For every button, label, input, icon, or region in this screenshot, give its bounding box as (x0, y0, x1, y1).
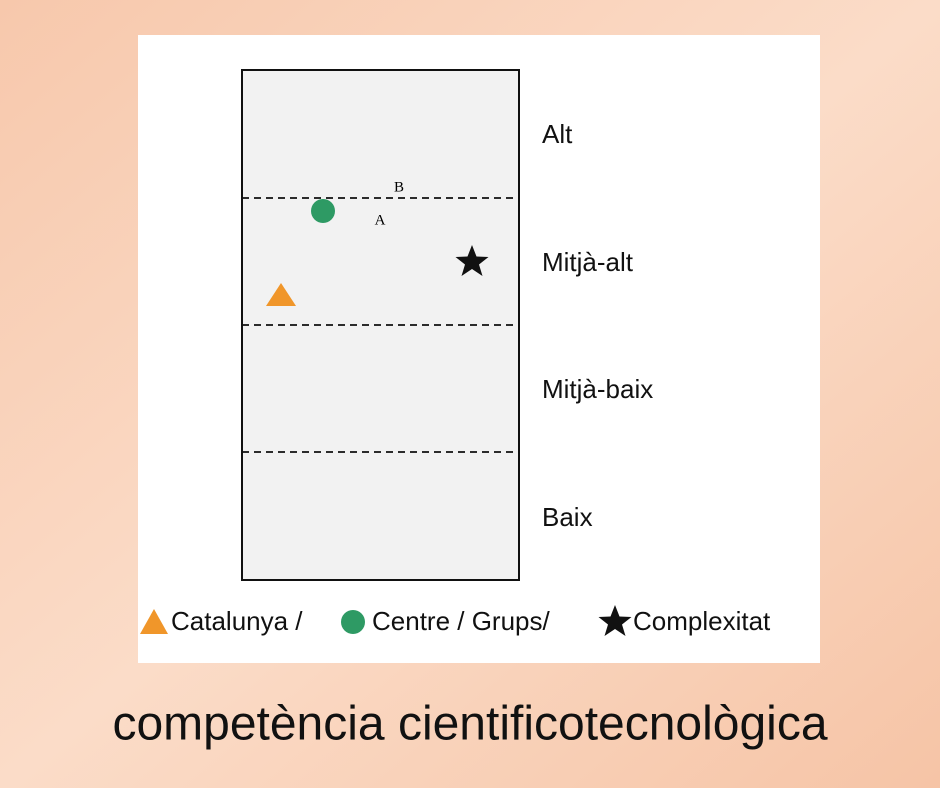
legend: Catalunya / Centre / Grups/ Complexitat (140, 605, 771, 636)
marker-label: B (394, 179, 404, 195)
catalunya-marker (266, 283, 296, 306)
centre-marker (311, 199, 335, 223)
level-labels: Alt Mitjà-alt Mitjà-baix Baix (542, 119, 653, 532)
legend-triangle (140, 609, 168, 634)
level-label: Mitjà-alt (542, 247, 634, 277)
legend-circle (341, 610, 365, 634)
legend-label: Centre / Grups/ (372, 606, 551, 636)
legend-label: Catalunya / (171, 606, 303, 636)
level-label: Alt (542, 119, 573, 149)
legend-star (598, 605, 632, 636)
caption: competència cientificotecnològica (112, 698, 827, 751)
marker-label: A (375, 212, 386, 228)
dividers (242, 197, 519, 453)
complexitat-marker (455, 245, 489, 276)
legend-label: Complexitat (633, 606, 771, 636)
level-label: Mitjà-baix (542, 374, 653, 404)
level-label: Baix (542, 502, 593, 532)
